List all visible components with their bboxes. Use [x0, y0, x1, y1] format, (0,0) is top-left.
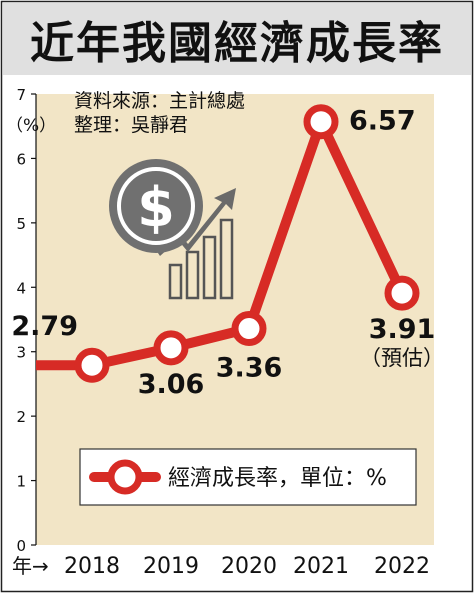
x-tick-label-2018: 2018: [64, 554, 120, 579]
coin-outer-ring: [109, 159, 203, 253]
y-tick-label-0: 0: [16, 537, 26, 555]
data-point-2021: [303, 104, 339, 140]
y-axis-unit: （%）: [6, 116, 56, 136]
y-tick-label-1: 1: [16, 473, 26, 491]
x-tick-label-2022: 2022: [374, 554, 430, 579]
value-label-2022: 3.91: [369, 314, 436, 345]
dollar-sign-glyph: $: [137, 176, 175, 239]
value-label-2018: 2.79: [11, 311, 78, 342]
value-labels: 2.79 3.06 3.36 6.57 3.91: [11, 106, 435, 400]
legend-marker-swatch: [107, 459, 143, 495]
chart-title: 近年我國經濟成長率: [30, 18, 444, 69]
annotation-2022-forecast: （預估）: [360, 346, 444, 370]
value-label-2020: 3.36: [216, 353, 283, 384]
legend: 經濟成長率，單位：%: [79, 448, 417, 506]
x-tick-label-2019: 2019: [143, 554, 199, 579]
y-tick-label-2: 2: [16, 408, 26, 426]
x-axis-prefix: 年→: [12, 554, 49, 578]
x-tick-label-2021: 2021: [293, 554, 349, 579]
data-point-2019: [153, 330, 189, 366]
dollar-coin-growth-icon: $: [109, 159, 236, 300]
data-point-2020: [231, 311, 267, 347]
coin-inner-ring: [117, 167, 195, 245]
y-tick-label-4: 4: [16, 279, 26, 297]
y-tick-label-7: 7: [16, 86, 26, 104]
x-ticks: 2018 2019 2020 2021 2022: [64, 554, 430, 579]
x-tick-label-2020: 2020: [221, 554, 277, 579]
y-tick-label-5: 5: [16, 215, 26, 233]
legend-label: 經濟成長率，單位：%: [168, 466, 387, 491]
data-point-2018: [74, 347, 110, 383]
series-layer: [36, 104, 420, 383]
y-ticks: 0 1 2 3 4 5 6 7: [16, 86, 36, 555]
value-label-2019: 3.06: [138, 369, 205, 400]
y-tick-label-6: 6: [16, 150, 26, 168]
y-tick-label-3: 3: [16, 344, 26, 362]
editor-note: 整理：吳靜君: [74, 114, 188, 136]
title-band: [3, 3, 471, 75]
data-point-2022: [384, 275, 420, 311]
source-note: 資料來源：主計總處: [74, 90, 245, 112]
growth-bars: [168, 218, 234, 300]
value-label-2021: 6.57: [349, 106, 416, 137]
